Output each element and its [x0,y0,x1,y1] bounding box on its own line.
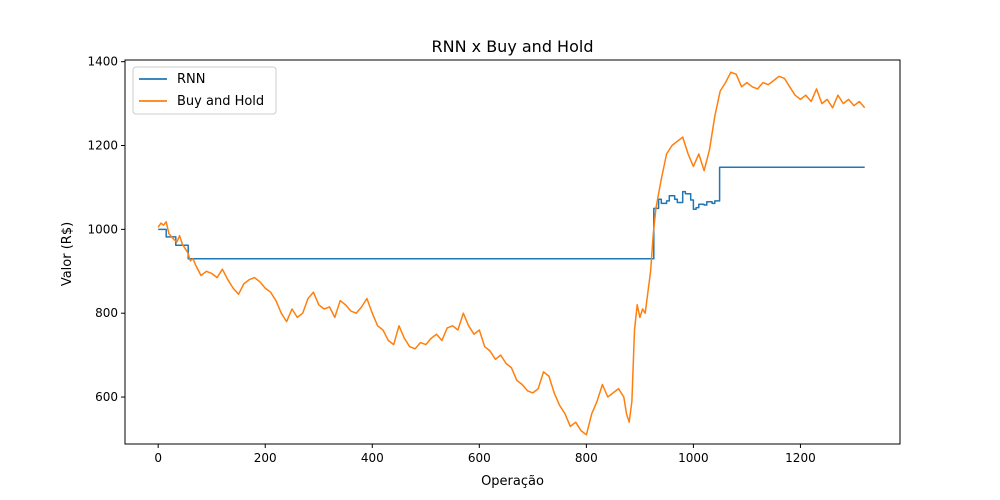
x-tick-label: 1200 [785,451,816,465]
x-tick-label: 800 [575,451,598,465]
legend: RNN Buy and Hold [132,66,277,115]
y-tick-label: 1400 [87,55,118,69]
y-axis-label: Valor (R$) [60,222,75,286]
chart-title: RNN x Buy and Hold [432,37,594,56]
legend-label: Buy and Hold [177,94,264,109]
y-axis: 600 800 1000 1200 1400 [87,55,125,404]
x-tick-label: 400 [361,451,384,465]
y-tick-label: 1000 [87,222,118,236]
x-tick-label: 0 [154,451,162,465]
axes-frame [124,59,901,445]
legend-label: RNN [177,72,205,87]
x-tick-label: 600 [468,451,491,465]
plot-area [124,59,901,445]
y-tick-label: 800 [95,306,118,320]
x-axis: 0 200 400 600 800 1000 1200 [154,444,816,465]
x-tick-label: 1000 [678,451,709,465]
series-line-0 [158,166,865,260]
y-tick-label: 1200 [87,139,118,153]
series-line-1 [157,71,866,436]
legend-box [132,66,277,115]
x-axis-label: Operação [481,474,544,489]
x-tick-label: 200 [254,451,277,465]
y-tick-label: 600 [95,390,118,404]
